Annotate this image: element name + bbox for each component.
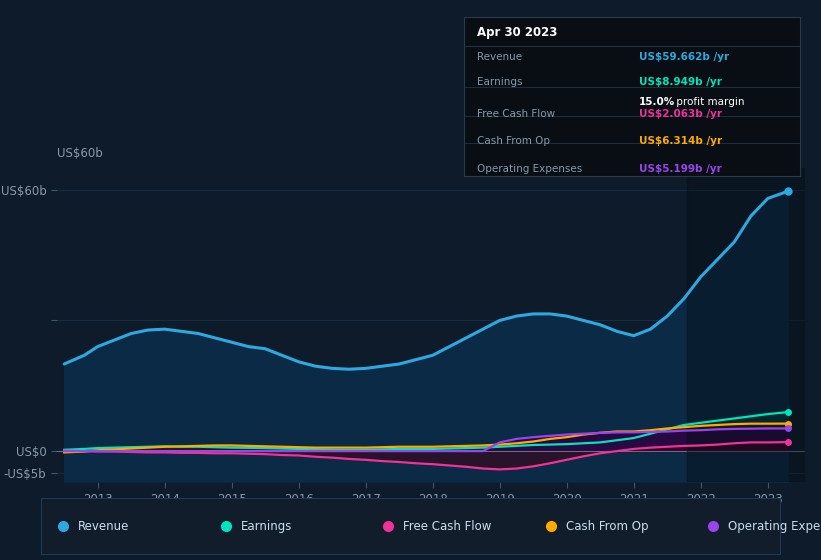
Text: US$6.314b /yr: US$6.314b /yr bbox=[639, 137, 722, 147]
Text: US$59.662b /yr: US$59.662b /yr bbox=[639, 52, 729, 62]
Text: Operating Expenses: Operating Expenses bbox=[728, 520, 821, 533]
Text: Revenue: Revenue bbox=[477, 52, 522, 62]
Bar bbox=[687, 168, 805, 482]
Text: Revenue: Revenue bbox=[78, 520, 130, 533]
Text: Earnings: Earnings bbox=[477, 77, 523, 87]
Text: Cash From Op: Cash From Op bbox=[477, 137, 550, 147]
Text: 15.0%: 15.0% bbox=[639, 97, 675, 106]
Text: profit margin: profit margin bbox=[672, 97, 744, 106]
Text: US$60b: US$60b bbox=[57, 147, 103, 160]
Text: Earnings: Earnings bbox=[241, 520, 292, 533]
Text: US$2.063b /yr: US$2.063b /yr bbox=[639, 109, 722, 119]
Text: Apr 30 2023: Apr 30 2023 bbox=[477, 26, 557, 39]
Text: Free Cash Flow: Free Cash Flow bbox=[477, 109, 556, 119]
Text: Free Cash Flow: Free Cash Flow bbox=[403, 520, 492, 533]
Text: US$5.199b /yr: US$5.199b /yr bbox=[639, 164, 722, 174]
Text: US$8.949b /yr: US$8.949b /yr bbox=[639, 77, 722, 87]
Text: Operating Expenses: Operating Expenses bbox=[477, 164, 583, 174]
Text: Cash From Op: Cash From Op bbox=[566, 520, 648, 533]
